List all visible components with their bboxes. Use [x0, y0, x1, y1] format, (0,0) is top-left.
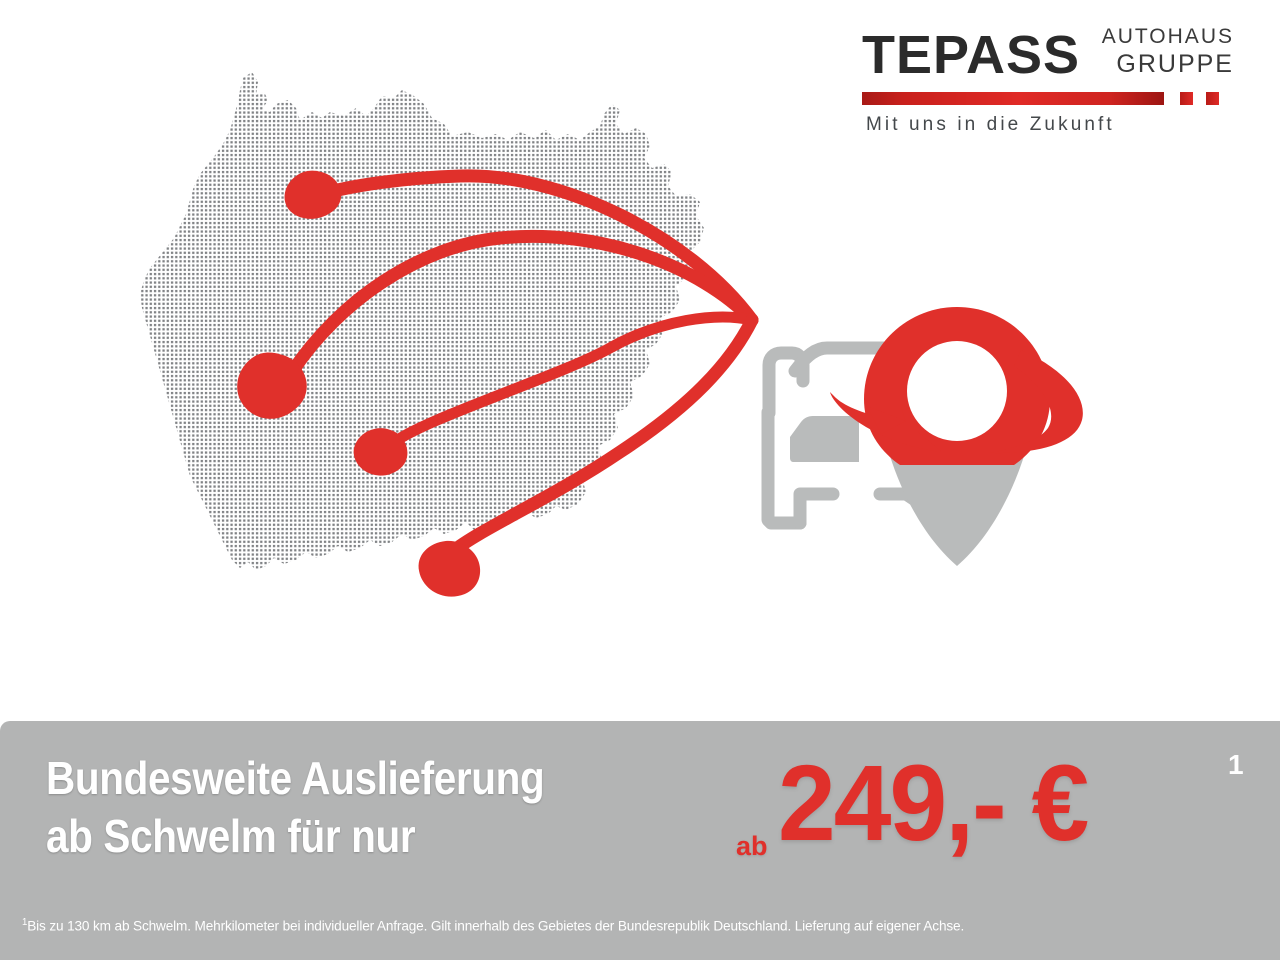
brand-logo: TEPASS AUTOHAUS GRUPPE Mit uns in die Zu…: [862, 24, 1234, 144]
logo-subtitle-line1: AUTOHAUS: [1101, 25, 1234, 48]
car-window: [790, 416, 859, 462]
logo-accent-square-1: [1180, 92, 1193, 105]
logo-subtitle-line2: GRUPPE: [1116, 50, 1234, 78]
logo-accent-square-2: [1206, 92, 1219, 105]
car-delivery-icon: [761, 307, 1083, 566]
logo-subtitle: AUTOHAUS GRUPPE: [1094, 24, 1234, 78]
swoosh-arrowhead: [867, 406, 906, 434]
logo-tagline: Mit uns in die Zukunft: [866, 114, 1115, 135]
delivery-arrows: [285, 169, 759, 559]
pin-tip: [886, 442, 1028, 566]
offer-footnote: 1Bis zu 130 km ab Schwelm. Mehrkilometer…: [22, 913, 1212, 937]
pin-ring-swoosh: [990, 350, 1083, 454]
illustration-area: [140, 72, 1083, 597]
footnote-text: Bis zu 130 km ab Schwelm. Mehrkilometer …: [27, 918, 965, 935]
arrow-heads: [237, 170, 481, 597]
pin-inner-circle: [907, 341, 1007, 441]
logo-accent-bar-group: [862, 90, 1234, 108]
footnote-marker: 1: [22, 917, 28, 928]
germany-dot-map: [140, 72, 704, 570]
offer-banner: Bundesweite Auslieferung ab Schwelm für …: [0, 721, 1280, 960]
logo-top-row: TEPASS AUTOHAUS GRUPPE: [862, 24, 1234, 90]
offer-headline: Bundesweite Auslieferung ab Schwelm für …: [46, 752, 545, 862]
price-footnote-marker: 1: [1228, 749, 1244, 780]
price-prefix: ab: [736, 831, 768, 861]
logo-wordmark: TEPASS: [862, 25, 1081, 85]
price-value: 249,- €: [778, 742, 1089, 863]
logo-accent-bar: [862, 92, 1164, 105]
